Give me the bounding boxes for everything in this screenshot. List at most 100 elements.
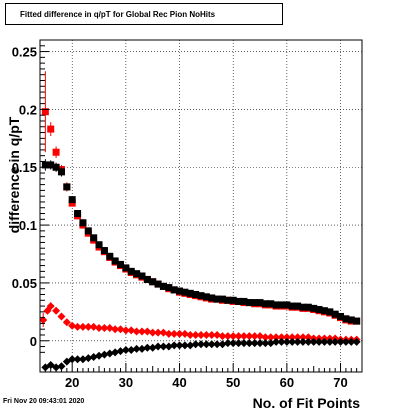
x-tick-label: 70	[333, 375, 347, 390]
data-point-diamond	[298, 337, 307, 346]
data-point-square	[154, 280, 162, 288]
data-point-diamond	[347, 337, 356, 346]
data-point-diamond	[293, 337, 302, 346]
data-point-diamond	[57, 312, 66, 321]
data-point-square	[111, 257, 119, 265]
data-point-square	[331, 310, 339, 318]
data-point-diamond	[256, 339, 265, 348]
data-point-diamond	[202, 330, 211, 339]
data-point-diamond	[52, 306, 61, 315]
data-point-diamond	[73, 322, 82, 331]
data-point-square	[52, 148, 60, 156]
data-point-diamond	[223, 339, 232, 348]
data-point-square	[261, 300, 269, 308]
x-axis-title: No. of Fit Points	[253, 395, 361, 411]
data-point-square	[347, 316, 355, 324]
data-point-diamond	[132, 344, 141, 353]
data-point-square	[197, 292, 205, 300]
data-point-square	[272, 301, 280, 309]
data-point-square	[202, 293, 210, 301]
data-point-square	[245, 299, 253, 307]
data-point-diamond	[143, 343, 152, 352]
data-point-diamond	[256, 332, 265, 341]
data-point-diamond	[250, 332, 259, 341]
data-point-square	[133, 270, 141, 278]
data-point-square	[63, 183, 71, 191]
data-point-square	[294, 302, 302, 310]
data-point-diamond	[154, 342, 163, 351]
data-point-diamond	[272, 337, 281, 346]
data-point-diamond	[148, 343, 157, 352]
x-tick-label: 50	[226, 375, 240, 390]
data-point-square	[283, 301, 291, 309]
data-point-diamond	[62, 318, 71, 327]
data-point-diamond	[245, 339, 254, 348]
y-tick-label: 0.05	[12, 276, 37, 291]
data-point-diamond	[52, 363, 61, 372]
data-point-diamond	[197, 340, 205, 349]
data-point-diamond	[127, 346, 136, 355]
data-point-square	[208, 294, 216, 302]
data-point-square	[170, 286, 178, 294]
data-point-square	[353, 317, 361, 325]
y-axis-title: difference in q/pT	[6, 116, 22, 233]
data-point-diamond	[105, 324, 114, 333]
y-tick-label: 0.1	[19, 218, 37, 233]
data-point-diamond	[213, 330, 222, 339]
data-point-square	[229, 296, 237, 304]
timestamp-footer: Fri Nov 20 09:43:01 2020	[3, 398, 85, 405]
data-point-square	[52, 163, 60, 171]
x-tick-label: 60	[280, 375, 294, 390]
data-point-diamond	[84, 354, 93, 363]
data-point-diamond	[170, 329, 179, 338]
plot-frame	[39, 39, 363, 373]
data-point-diamond	[100, 350, 109, 359]
data-point-diamond	[272, 333, 281, 342]
x-tick-label: 40	[172, 375, 186, 390]
data-point-diamond	[282, 337, 291, 346]
data-point-square	[84, 227, 92, 235]
data-point-diamond	[315, 337, 324, 346]
data-point-diamond	[207, 340, 216, 349]
data-point-square	[117, 260, 124, 268]
data-point-diamond	[288, 337, 297, 346]
data-point-square	[267, 300, 275, 308]
data-point-square	[79, 219, 87, 227]
data-point-square	[251, 299, 259, 307]
data-point-diamond	[121, 346, 130, 355]
data-point-diamond	[218, 332, 227, 341]
data-point-square	[138, 272, 146, 280]
data-point-diamond	[234, 339, 243, 348]
data-point-diamond	[137, 327, 146, 336]
data-point-square	[320, 307, 328, 315]
data-point-square	[192, 290, 200, 298]
data-point-square	[176, 287, 184, 295]
data-point-square	[57, 168, 65, 176]
data-point-diamond	[57, 362, 66, 371]
data-point-square	[95, 241, 103, 249]
data-point-square	[74, 210, 82, 218]
data-point-diamond	[132, 327, 141, 336]
data-point-square	[143, 275, 151, 283]
data-point-diamond	[218, 340, 227, 349]
data-point-square	[149, 278, 157, 286]
data-point-diamond	[46, 302, 55, 311]
data-point-diamond	[121, 326, 130, 335]
data-point-square	[122, 264, 130, 272]
data-point-diamond	[320, 337, 329, 346]
data-point-square	[127, 267, 135, 275]
data-point-diamond	[191, 340, 200, 349]
data-point-diamond	[293, 333, 302, 342]
data-point-diamond	[277, 337, 286, 346]
chart-title-box: Fitted difference in q/pT for Global Rec…	[5, 3, 283, 25]
y-tick-label: 0.25	[12, 45, 37, 60]
data-point-diamond	[298, 333, 307, 342]
data-point-diamond	[116, 347, 125, 356]
data-point-square	[240, 297, 248, 305]
data-point-square	[100, 247, 108, 255]
y-tick-label: 0	[30, 334, 37, 349]
data-marks	[39, 71, 361, 372]
data-point-square	[68, 196, 76, 204]
data-point-diamond	[207, 330, 216, 339]
data-point-diamond	[266, 339, 275, 348]
